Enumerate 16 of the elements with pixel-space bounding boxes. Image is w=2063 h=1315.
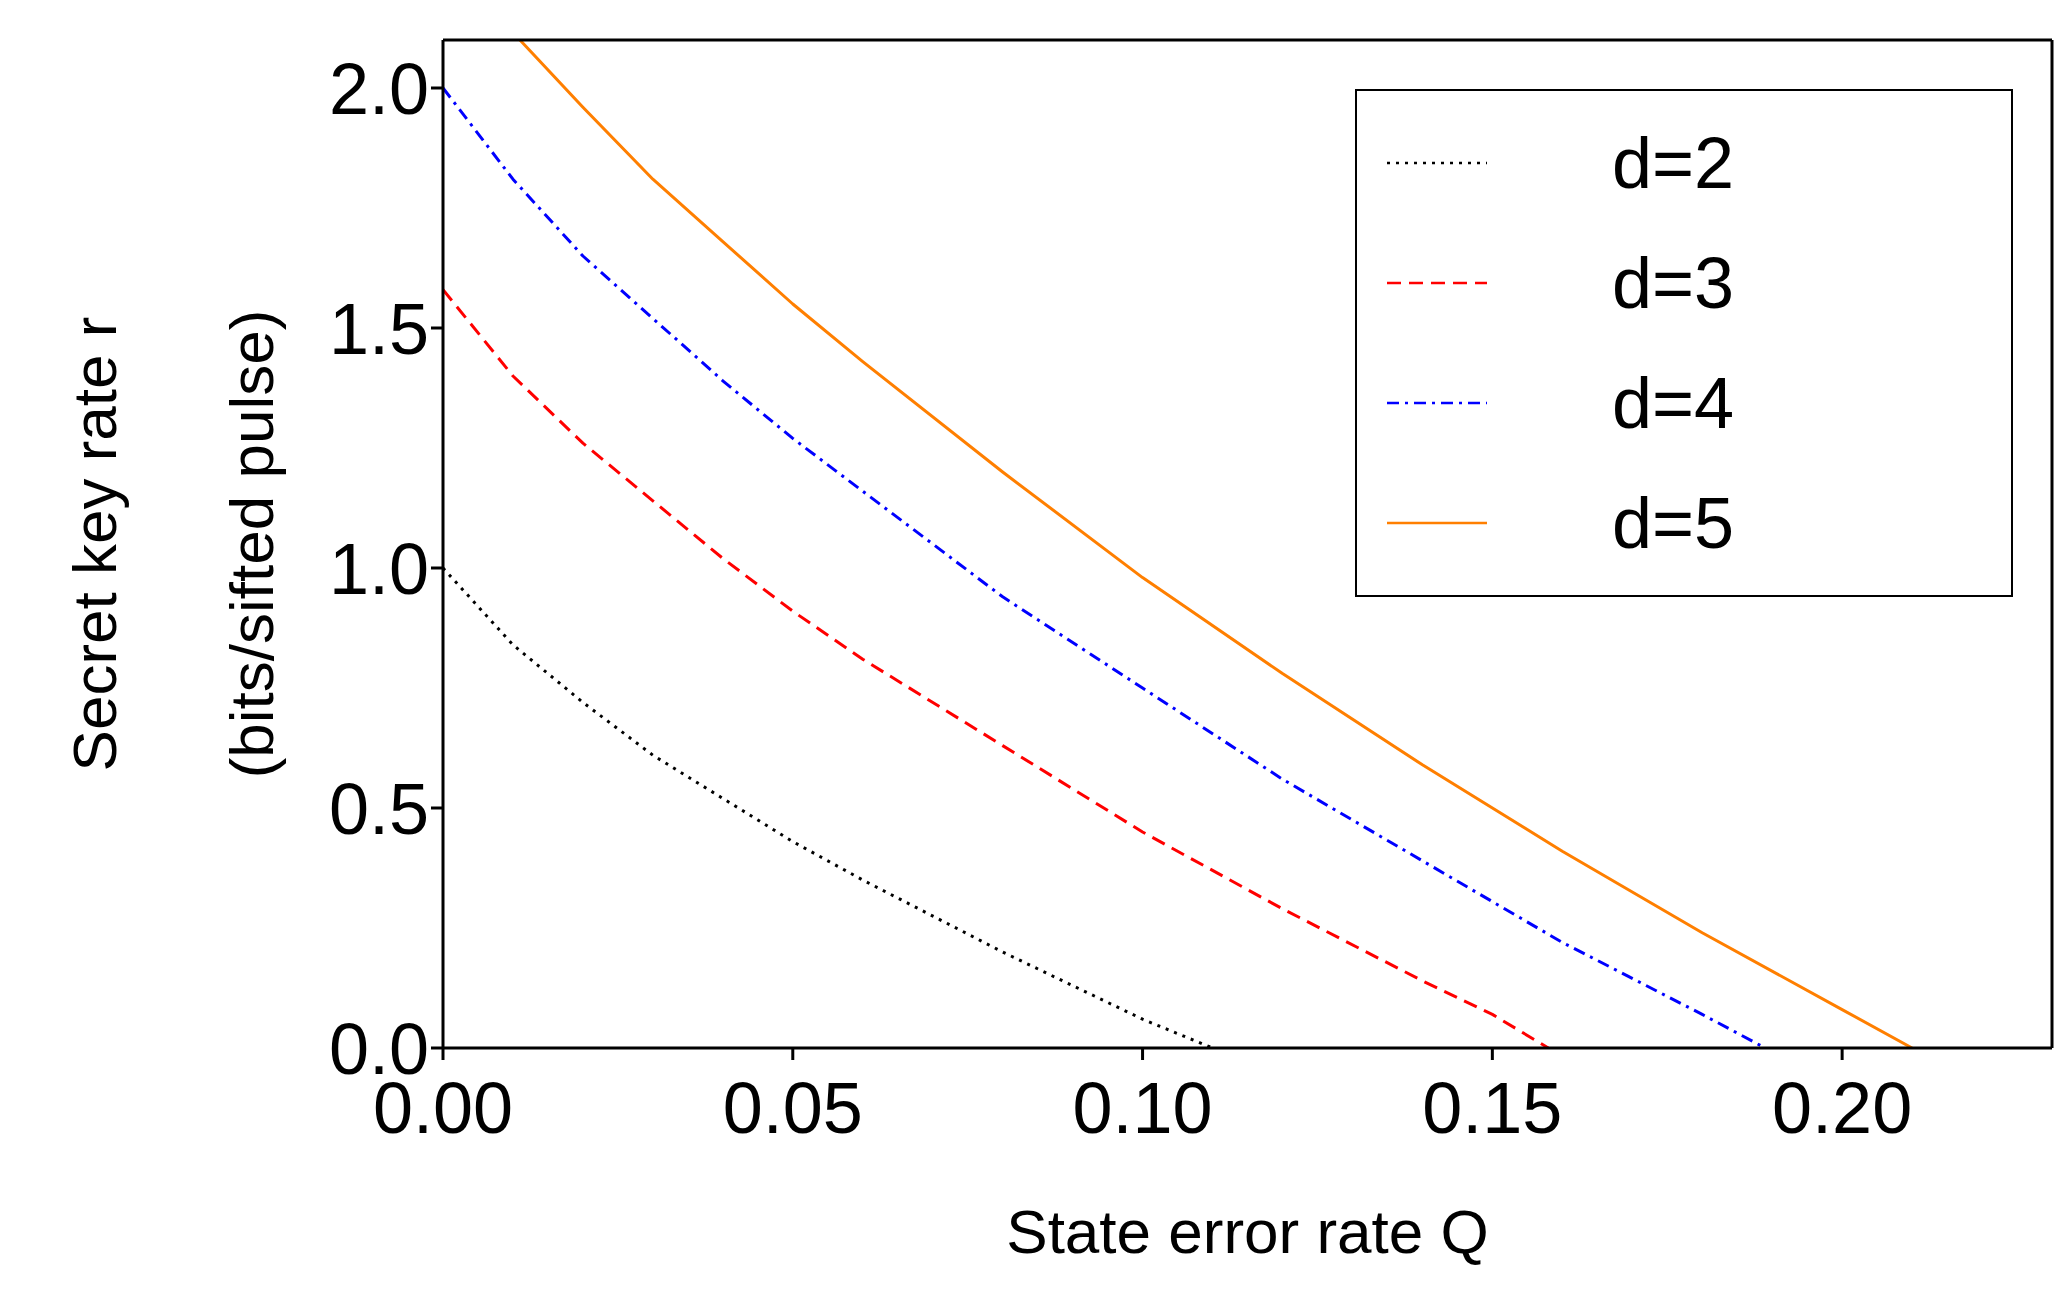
legend-label: d=5 — [1612, 482, 1735, 564]
x-tick-label: 0.05 — [722, 1068, 863, 1149]
y-tick-label: 1.5 — [328, 288, 429, 369]
line-series — [518, 40, 1914, 1048]
legend-label: d=2 — [1612, 122, 1735, 204]
y-tick-label: 0.5 — [328, 768, 429, 849]
x-tick-label: 0.15 — [1422, 1068, 1563, 1149]
x-axis-title: State error rate Q — [1006, 1197, 1489, 1266]
x-tick-label: 0.20 — [1772, 1068, 1913, 1149]
x-tick-label: 0.10 — [1072, 1068, 1213, 1149]
legend-label: d=4 — [1612, 362, 1735, 444]
text: Secret key rate r (bits/sifted pulse) — [60, 309, 286, 779]
y-tick-label: 1.0 — [328, 528, 429, 609]
line-series — [443, 288, 1550, 1048]
legend-label: d=3 — [1612, 242, 1735, 324]
y-tick-label: 2.0 — [328, 48, 429, 129]
